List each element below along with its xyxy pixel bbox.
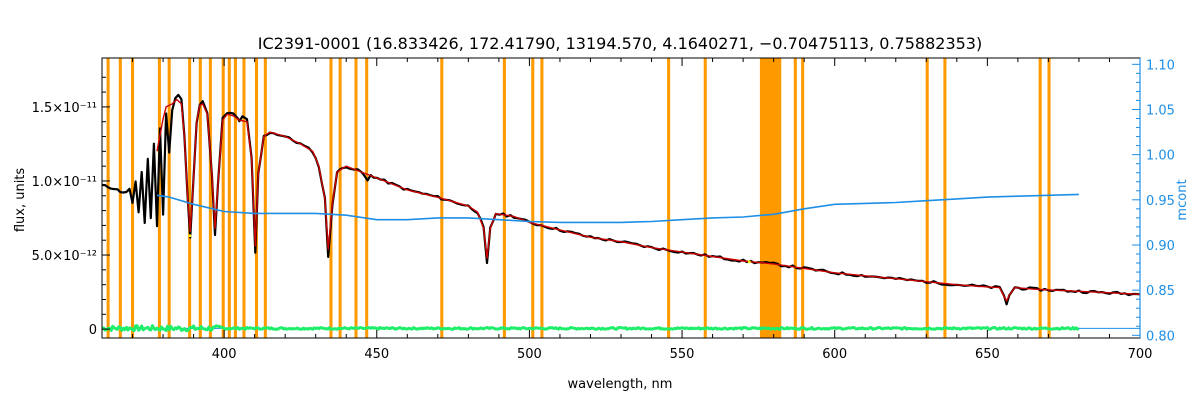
x-axis-label: wavelength, nm (568, 377, 673, 392)
yellow-dot-2 (747, 260, 751, 264)
y-axis-right: 0.80 0.85 0.90 0.95 1.00 1.05 1.10 (1132, 58, 1175, 344)
masked-region-16 (354, 58, 358, 338)
masked-region-21 (540, 58, 544, 338)
y2-tick-label-0: 0.80 (1146, 329, 1175, 344)
y-tick-label-0: 0 (89, 323, 97, 338)
masked-region-13 (263, 58, 267, 338)
x-axis: 400 450 500 550 600 650 700 (132, 58, 1153, 362)
masked-region-1 (118, 58, 122, 338)
masked-region-29 (1038, 58, 1042, 338)
chart-title: IC2391-0001 (16.833426, 172.41790, 13194… (258, 34, 982, 53)
masked-region-22 (667, 58, 671, 338)
masked-region-11 (242, 58, 246, 338)
masked-region-17 (365, 58, 369, 338)
masked-region-9 (227, 58, 231, 338)
masked-region-27 (925, 58, 929, 338)
masked-region-15 (338, 58, 342, 338)
masked-region-0 (106, 58, 110, 338)
y2-axis-label: mcont (1175, 179, 1190, 220)
masked-region-28 (943, 58, 947, 338)
y-tick-label-2: 1.0×10⁻¹¹ (32, 175, 97, 190)
masked-region-26 (801, 58, 805, 338)
y2-tick-label-5: 1.05 (1146, 103, 1175, 118)
series-layer (101, 93, 1141, 333)
x-tick-label-650: 650 (975, 347, 1000, 362)
residual-line (101, 324, 1080, 333)
masked-region-25 (793, 58, 797, 338)
x-tick-label-450: 450 (364, 347, 389, 362)
masked-region-19 (502, 58, 506, 338)
x-tick-label-550: 550 (670, 347, 695, 362)
masked-region-3 (157, 58, 161, 338)
masked-regions (106, 58, 1051, 338)
masked-region-4 (167, 58, 171, 338)
x-tick-label-700: 700 (1128, 347, 1153, 362)
masked-region-7 (208, 58, 212, 338)
masked-region-24 (759, 58, 782, 338)
mcont-line (156, 193, 1079, 224)
y-axis-left: 0 5.0×10⁻¹² 1.0×10⁻¹¹ 1.5×10⁻¹¹ (32, 76, 110, 338)
y2-tick-label-3: 0.95 (1146, 194, 1175, 209)
y-axis-label: flux, units (13, 168, 28, 233)
masked-region-10 (233, 58, 237, 338)
masked-region-14 (329, 58, 333, 338)
x-tick-label-400: 400 (212, 347, 237, 362)
y-tick-label-1: 5.0×10⁻¹² (32, 249, 97, 264)
masked-region-23 (703, 58, 707, 338)
masked-region-6 (198, 58, 202, 338)
y2-tick-label-4: 1.00 (1146, 149, 1175, 164)
yellow-dot-1 (188, 234, 192, 238)
masked-region-8 (221, 58, 225, 338)
y2-tick-label-1: 0.85 (1146, 284, 1175, 299)
y2-tick-label-2: 0.90 (1146, 239, 1175, 254)
masked-region-30 (1047, 58, 1051, 338)
x-tick-label-500: 500 (517, 347, 542, 362)
y-tick-label-3: 1.5×10⁻¹¹ (32, 101, 97, 116)
masked-region-20 (531, 58, 535, 338)
x-tick-label-600: 600 (822, 347, 847, 362)
y2-tick-label-6: 1.10 (1146, 58, 1175, 73)
masked-region-5 (188, 58, 192, 338)
model-flux-line (156, 98, 1141, 302)
